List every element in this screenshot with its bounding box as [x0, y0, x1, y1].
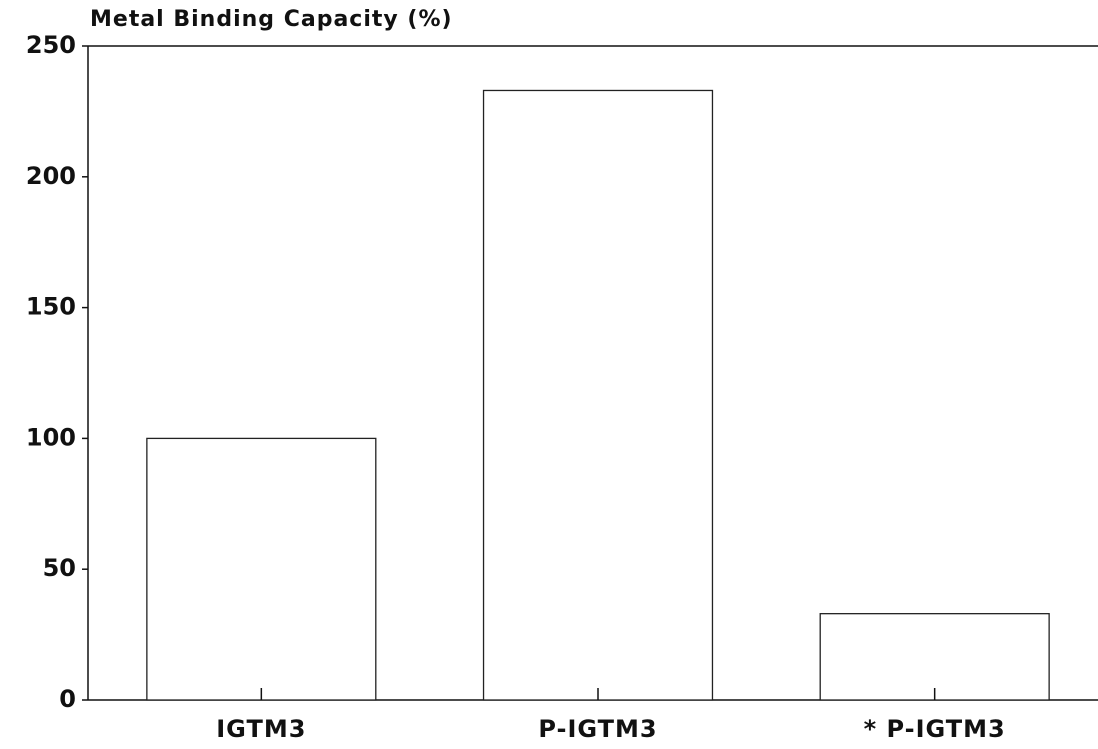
x-tick-label: IGTM3: [216, 715, 306, 743]
x-tick-label: P-IGTM3: [538, 715, 657, 743]
bar: [482, 89, 714, 701]
y-tick-label: 50: [43, 554, 76, 582]
y-tick-label: 200: [26, 162, 76, 190]
x-tick-label: * P-IGTM3: [864, 715, 1006, 743]
y-tick-label: 0: [59, 685, 76, 713]
y-tick-label: 100: [26, 423, 76, 451]
bar: [819, 613, 1050, 701]
y-tick-label: 250: [26, 31, 76, 59]
bar: [146, 437, 377, 701]
y-tick-label: 150: [26, 293, 76, 321]
chart-title: Metal Binding Capacity (%): [90, 7, 453, 32]
